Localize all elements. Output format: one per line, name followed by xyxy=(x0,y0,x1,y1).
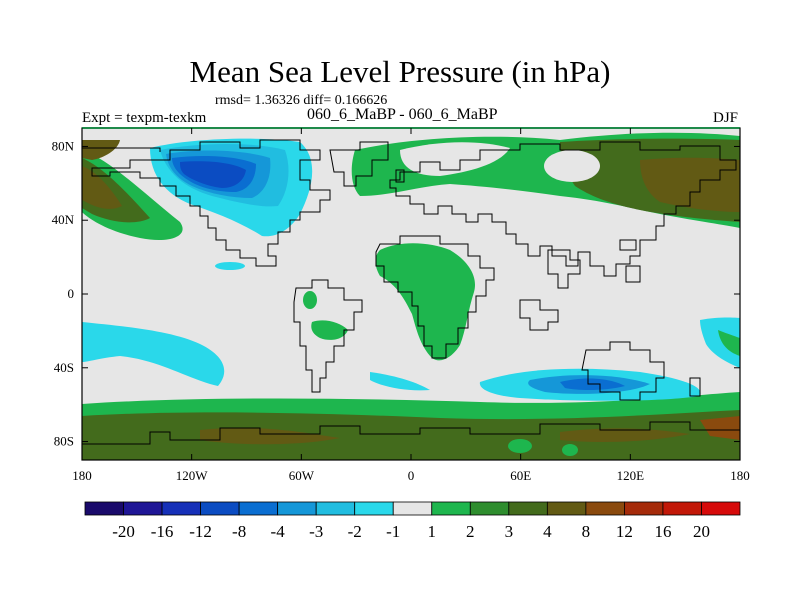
fill-aleutian-high-brown xyxy=(82,166,122,209)
coast-india xyxy=(547,249,581,289)
y-tick-label-0: 80N xyxy=(52,138,75,153)
colorbar-label-15: 20 xyxy=(693,522,710,541)
colorbar-label-10: 3 xyxy=(505,522,514,541)
y-tick-label-2: 0 xyxy=(68,286,75,301)
coast-arctic-north xyxy=(82,147,161,152)
season-label: DJF xyxy=(713,110,739,126)
coast-japan xyxy=(619,239,637,251)
colorbar-swatch-13 xyxy=(585,501,625,516)
colorbar-swatch-12 xyxy=(546,501,587,516)
coast-new-zealand xyxy=(689,377,701,397)
x-axis: 180 120W 60W 0 60E 120E 180 xyxy=(72,128,750,483)
fill-antarctic-green-blob-2 xyxy=(562,444,578,456)
colorbar-label-13: 12 xyxy=(616,522,633,541)
map-plot-area xyxy=(81,127,741,461)
fill-arctic-brown xyxy=(82,140,120,160)
colorbar: -20 -16 -12 -8 -4 -3 -2 -1 1 2 3 4 8 12 16 20 xyxy=(84,501,741,541)
x-tick-label-4: 60E xyxy=(510,468,531,483)
coast-north-america xyxy=(91,139,331,267)
colorbar-swatch-15 xyxy=(662,501,702,516)
fill-south-pacific-low xyxy=(82,322,225,386)
coast-antarctica xyxy=(82,421,740,445)
colorbar-label-4: -4 xyxy=(271,522,286,541)
fill-south-america-green xyxy=(311,320,348,340)
coast-uk xyxy=(395,169,405,183)
colorbar-label-7: -1 xyxy=(386,522,400,541)
colorbar-swatch-2 xyxy=(161,501,201,516)
fill-africa-green xyxy=(375,243,475,361)
x-tick-label-0: 180 xyxy=(72,468,92,483)
coastlines xyxy=(82,139,740,445)
colorbar-swatch-6 xyxy=(315,501,356,516)
fill-small-low-pacific xyxy=(215,262,245,270)
coast-southeast-asia xyxy=(519,299,559,331)
colorbar-label-0: -20 xyxy=(112,522,135,541)
coast-africa xyxy=(375,235,495,359)
fill-europe-gap xyxy=(400,142,510,176)
fill-east-edge-low xyxy=(700,317,740,368)
x-tick-label-3: 0 xyxy=(408,468,415,483)
coast-eurasia xyxy=(389,141,737,277)
colorbar-label-9: 2 xyxy=(466,522,475,541)
colorbar-swatch-11 xyxy=(508,501,548,516)
colorbar-label-5: -3 xyxy=(309,522,323,541)
colorbar-swatch-10 xyxy=(469,501,510,516)
y-axis: 80N 40N 0 40S 80S xyxy=(52,138,740,449)
colorbar-label-1: -16 xyxy=(151,522,174,541)
contour-fills xyxy=(82,132,740,460)
fill-southern-ocean-brown-east xyxy=(560,428,690,442)
colorbar-label-6: -2 xyxy=(348,522,362,541)
colorbar-swatch-0 xyxy=(84,501,124,516)
stats-text: rmsd= 1.36326 diff= 0.166626 xyxy=(215,93,388,108)
fill-southeast-brown xyxy=(700,416,740,440)
fill-siberian-high-brown xyxy=(640,157,740,212)
y-tick-label-1: 40N xyxy=(52,212,75,227)
colorbar-label-3: -8 xyxy=(232,522,246,541)
center-subtitle: 060_6_MaBP - 060_6_MaBP xyxy=(307,106,498,123)
x-tick-label-6: 180 xyxy=(730,468,750,483)
coast-australia xyxy=(581,341,665,401)
x-tick-label-1: 120W xyxy=(176,468,209,483)
fill-na-low-core xyxy=(180,161,246,188)
x-tick-label-5: 120E xyxy=(617,468,645,483)
colorbar-label-14: 16 xyxy=(654,522,671,541)
coast-pacific-islands xyxy=(625,265,641,283)
colorbar-swatch-14 xyxy=(624,501,664,516)
colorbar-swatch-8 xyxy=(392,501,433,516)
colorbar-label-8: 1 xyxy=(428,522,437,541)
fill-north-atlantic-gap xyxy=(544,150,600,182)
fill-antarctic-green-blob-1 xyxy=(508,439,532,453)
fill-east-edge-green xyxy=(718,330,740,356)
fill-andes-green xyxy=(303,291,317,309)
colorbar-label-12: 8 xyxy=(582,522,591,541)
y-tick-label-3: 40S xyxy=(54,360,74,375)
fill-southern-ocean-brown xyxy=(200,427,340,445)
x-tick-label-2: 60W xyxy=(289,468,315,483)
colorbar-swatch-7 xyxy=(354,501,394,516)
colorbar-swatch-16 xyxy=(701,501,741,516)
colorbar-swatch-1 xyxy=(123,501,163,516)
colorbar-label-2: -12 xyxy=(189,522,212,541)
colorbar-swatch-4 xyxy=(238,501,279,516)
coast-south-america xyxy=(293,279,363,393)
coast-greenland xyxy=(329,141,389,187)
y-tick-label-4: 80S xyxy=(54,434,74,449)
colorbar-swatch-3 xyxy=(200,501,240,516)
chart-title: Mean Sea Level Pressure (in hPa) xyxy=(189,54,611,89)
colorbar-swatch-5 xyxy=(277,501,317,516)
colorbar-label-11: 4 xyxy=(543,522,552,541)
colorbar-swatch-9 xyxy=(431,501,471,516)
fill-south-atlantic-low xyxy=(370,372,430,391)
experiment-label: Expt = texpm-texkm xyxy=(82,110,207,126)
